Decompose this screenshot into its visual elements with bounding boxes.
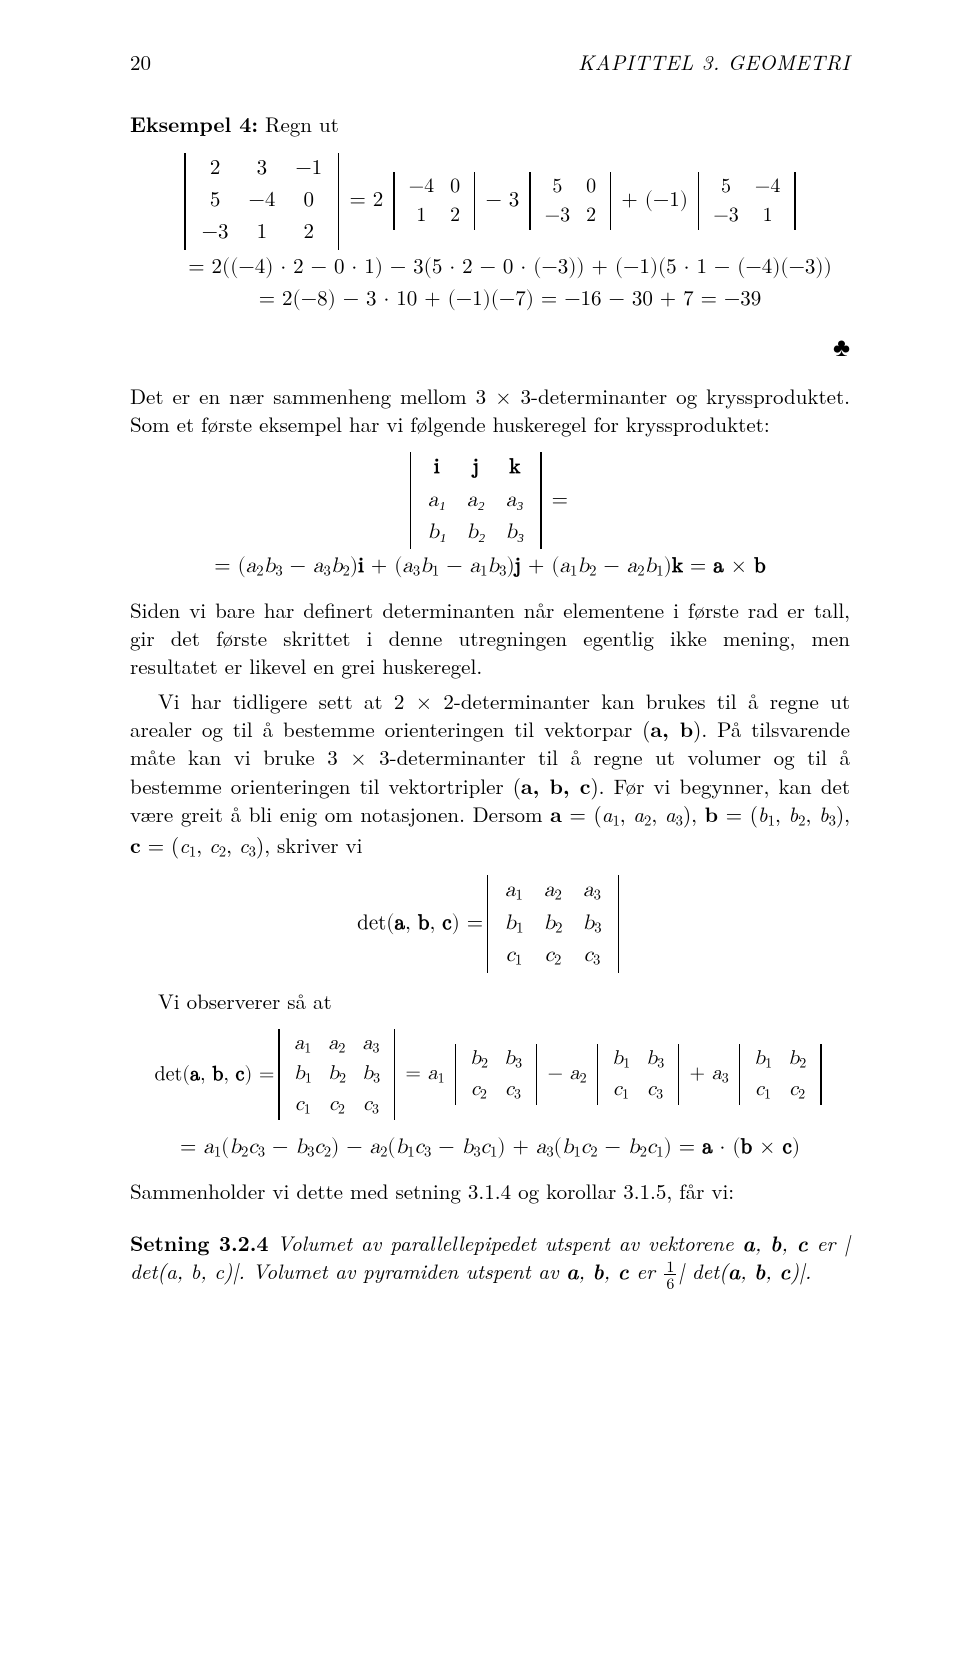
page: 20 KAPITTEL 3. GEOMETRI Eksempel 4: Regn…	[0, 0, 960, 1656]
det-abc-2: a1a2a3 b1b2b3 c1c2c3	[278, 1029, 395, 1120]
det-abc-scalar-triple: = a1(b2c3 − b3c2) − a2(b1c3 − b3c1) + a3…	[130, 1134, 850, 1163]
coef-3: + (−1)	[621, 187, 688, 215]
example4-line1: 23−1 5−40 −312 = 2 −40 12 − 3 50	[130, 153, 850, 250]
example4-line3: = 2(−8) − 3 · 10 + (−1)(−7) = −16 − 30 +…	[130, 286, 850, 314]
conclude-line: Sammenholder vi dette med setning 3.1.4 …	[130, 1177, 850, 1205]
det-abc: a1a2a3 b1b2b3 c1c2c3	[487, 875, 619, 973]
paragraph-2: Siden vi bare har definert determinanten…	[130, 596, 850, 681]
observe-line: Vi observerer så at	[130, 987, 850, 1015]
coef-2: − 3	[485, 187, 519, 215]
page-number: 20	[130, 48, 151, 76]
equals: =	[552, 487, 568, 515]
det-abc-definition: det(a, b, c) = a1a2a3 b1b2b3 c1c2c3	[130, 875, 850, 973]
det-2x2-2: 50 −32	[529, 172, 611, 230]
paragraph-3: Vi har tidligere sett at 2 × 2-determina…	[130, 687, 850, 861]
det-ijk: i j k a₁a₂a₃ b₁b₂b₃	[410, 452, 542, 549]
theorem-label: Setning 3.2.4	[130, 1228, 269, 1258]
example-label: Eksempel 4:	[130, 109, 258, 139]
minor-1: b2b3 c2c3	[455, 1044, 538, 1105]
det-2x2-1: −40 12	[393, 172, 475, 230]
chapter-title: KAPITTEL 3. GEOMETRI	[578, 48, 850, 76]
example-heading: Eksempel 4: Regn ut	[130, 110, 850, 138]
running-head: 20 KAPITTEL 3. GEOMETRI	[130, 48, 850, 76]
det-2x2-3: 5−4 −31	[698, 172, 796, 230]
cross-product-det: i j k a₁a₂a₃ b₁b₂b₃ =	[130, 452, 850, 549]
minor-2: b1b3 c1c3	[597, 1044, 680, 1105]
minor-3: b1b2 c1c2	[739, 1044, 822, 1105]
det-abc-expansion: det(a, b, c) = a1a2a3 b1b2b3 c1c2c3 = a1…	[130, 1029, 850, 1120]
example4-line2: = 2((−4) · 2 − 0 · 1) − 3(5 · 2 − 0 · (−…	[130, 254, 850, 282]
example-prompt: Regn ut	[265, 109, 339, 139]
cross-product-expansion: = (a2b3 − a3b2)i + (a3b1 − a1b3)j + (a1b…	[130, 553, 850, 582]
paragraph-1: Det er en nær sammenheng mellom 3 × 3-de…	[130, 382, 850, 439]
coef-1: = 2	[349, 187, 383, 215]
theorem-324: Setning 3.2.4 Volumet av parallellepiped…	[130, 1229, 850, 1291]
club-icon: ♣	[130, 328, 850, 363]
det-3x3-lhs: 23−1 5−40 −312	[184, 153, 339, 250]
